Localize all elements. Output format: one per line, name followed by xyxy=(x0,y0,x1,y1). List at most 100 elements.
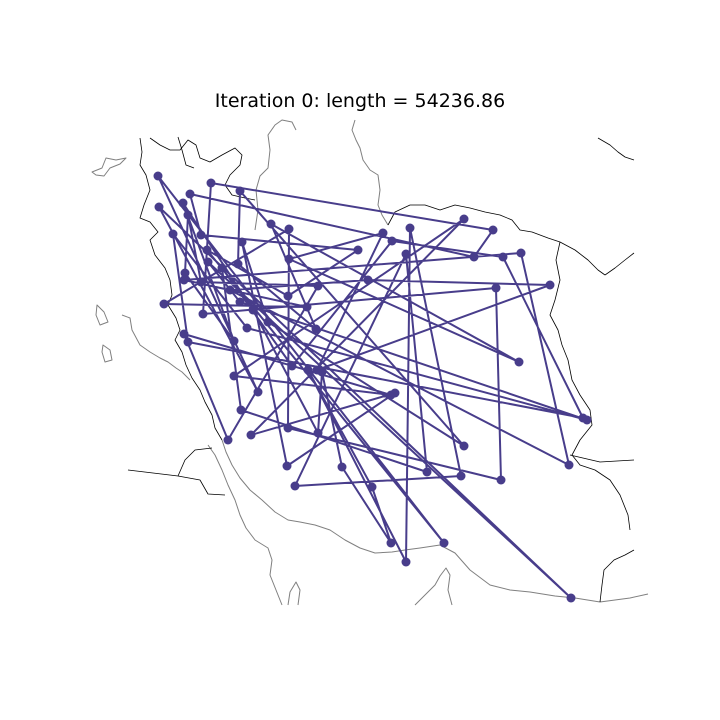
city-point-56 xyxy=(290,481,300,491)
tour-line xyxy=(157,175,588,599)
city-point-51 xyxy=(313,428,323,438)
city-point-69 xyxy=(545,280,555,290)
border-turkey-iran xyxy=(139,137,171,281)
city-point-50 xyxy=(283,423,293,433)
coast-qatar xyxy=(287,581,301,606)
border-pakistan xyxy=(569,454,635,463)
border-kuwait xyxy=(177,447,213,477)
city-point-12 xyxy=(378,228,388,238)
city-point-63 xyxy=(459,441,469,451)
city-point-9 xyxy=(237,237,247,247)
city-point-46 xyxy=(253,387,263,397)
city-point-19 xyxy=(469,252,479,262)
border-turkmenistan-2 xyxy=(604,252,635,276)
city-point-7 xyxy=(168,229,178,239)
city-point-41 xyxy=(287,361,297,371)
coastline-caspian-west xyxy=(254,119,297,231)
city-point-49 xyxy=(246,430,256,440)
city-point-2 xyxy=(206,178,216,188)
city-point-4 xyxy=(178,198,188,208)
city-point-60 xyxy=(422,467,432,477)
city-points xyxy=(153,171,592,603)
coast-cyprus xyxy=(95,304,109,326)
city-point-74 xyxy=(225,285,235,295)
city-point-61 xyxy=(456,471,466,481)
city-point-0 xyxy=(153,171,163,181)
city-point-42 xyxy=(303,365,313,375)
city-point-21 xyxy=(353,245,363,255)
city-point-22 xyxy=(363,275,373,285)
border-turkmenistan xyxy=(387,204,606,276)
city-point-31 xyxy=(183,337,193,347)
city-point-28 xyxy=(217,263,227,273)
city-point-5 xyxy=(154,202,164,212)
city-point-75 xyxy=(248,305,258,315)
city-point-37 xyxy=(263,317,273,327)
city-point-8 xyxy=(202,245,212,255)
basemap xyxy=(91,119,649,606)
city-point-33 xyxy=(179,329,189,339)
city-point-45 xyxy=(229,371,239,381)
border-caucasus-2 xyxy=(177,136,195,169)
city-point-48 xyxy=(223,435,233,445)
city-point-1 xyxy=(185,189,195,199)
city-point-59 xyxy=(439,538,449,548)
city-point-57 xyxy=(386,538,396,548)
city-point-27 xyxy=(203,257,213,267)
city-point-67 xyxy=(514,357,524,367)
city-point-10 xyxy=(266,219,276,229)
coast-persian-gulf xyxy=(221,439,649,603)
city-point-64 xyxy=(564,460,574,470)
city-point-53 xyxy=(282,461,292,471)
border-caucasus xyxy=(149,137,256,201)
city-point-16 xyxy=(488,225,498,235)
city-point-36 xyxy=(242,323,252,333)
city-point-24 xyxy=(284,254,294,264)
border-pakistan-2 xyxy=(599,549,635,603)
city-point-66 xyxy=(582,415,592,425)
coast-small xyxy=(101,344,113,363)
chart-title: Iteration 0: length = 54236.86 xyxy=(214,90,506,112)
border-ne xyxy=(597,137,635,161)
city-point-6 xyxy=(183,210,193,220)
city-point-25 xyxy=(180,268,190,278)
border-afghanistan xyxy=(549,241,631,531)
city-point-23 xyxy=(313,281,323,291)
city-point-71 xyxy=(566,593,576,603)
city-point-29 xyxy=(196,277,206,287)
coast-levant xyxy=(121,314,191,381)
city-point-35 xyxy=(235,297,245,307)
city-point-20 xyxy=(401,249,411,259)
city-point-68 xyxy=(491,283,501,293)
coastline-caspian-south xyxy=(351,119,389,226)
city-point-38 xyxy=(283,291,293,301)
city-point-44 xyxy=(317,367,327,377)
city-point-72 xyxy=(233,259,243,269)
city-point-47 xyxy=(236,405,246,415)
city-point-73 xyxy=(196,230,206,240)
border-saudi-iraq xyxy=(127,469,226,496)
city-point-13 xyxy=(387,236,397,246)
border-iraq-iran xyxy=(167,279,223,441)
city-point-58 xyxy=(401,557,411,567)
city-point-62 xyxy=(496,475,506,485)
city-point-70 xyxy=(390,388,400,398)
city-point-18 xyxy=(498,252,508,262)
city-point-11 xyxy=(284,224,294,234)
city-point-14 xyxy=(405,223,415,233)
coast-black-sea xyxy=(91,157,127,177)
city-point-3 xyxy=(235,186,245,196)
city-point-40 xyxy=(311,324,321,334)
city-point-54 xyxy=(337,462,347,472)
coast-uae xyxy=(414,567,453,606)
city-point-26 xyxy=(179,275,189,285)
city-point-32 xyxy=(198,309,208,319)
city-point-55 xyxy=(367,482,377,492)
city-point-17 xyxy=(516,248,526,258)
city-point-15 xyxy=(459,214,469,224)
city-point-39 xyxy=(302,302,312,312)
route-path xyxy=(157,175,588,599)
coast-arabia-east xyxy=(207,444,283,606)
